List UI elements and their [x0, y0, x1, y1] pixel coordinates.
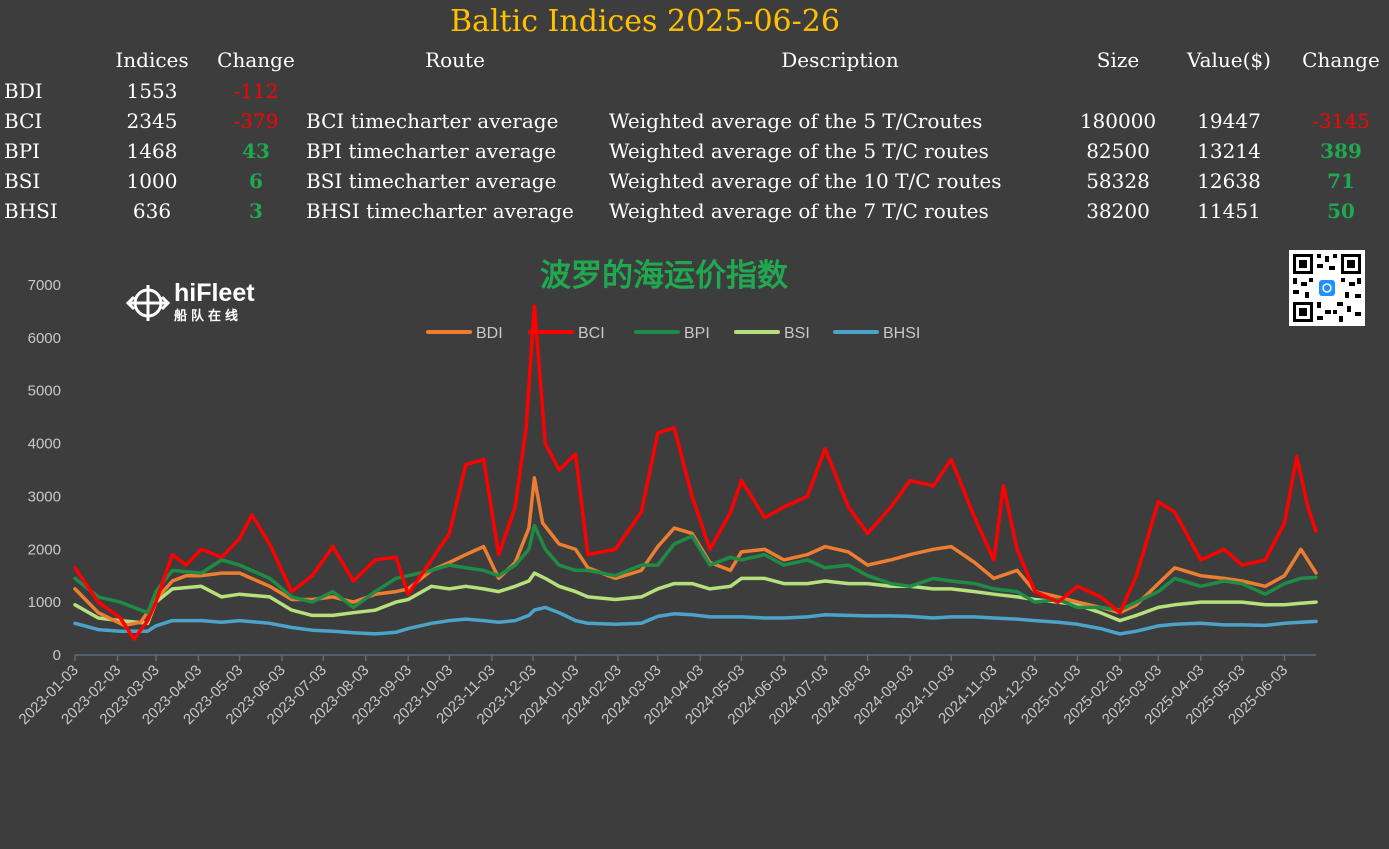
header-size: Size [1096, 48, 1140, 72]
y-tick-label: 1000 [28, 594, 61, 611]
y-tick-label: 2000 [28, 541, 61, 558]
series-line-bci [73, 304, 1318, 641]
cell-bhsi-description: Weighted average of the 7 T/C routes [609, 199, 989, 223]
cell-bsi-route: BSI timecharter average [306, 169, 557, 193]
cell-bhsi-size: 38200 [1086, 199, 1150, 223]
cell-bsi-value: 12638 [1197, 169, 1261, 193]
cell-bci-index: 2345 [126, 109, 178, 133]
cell-bpi-value: 13214 [1197, 139, 1261, 163]
header-description: Description [781, 48, 899, 72]
cell-bpi-change2: 389 [1320, 139, 1362, 163]
cell-bsi-change2: 71 [1327, 169, 1355, 193]
chart-title: 波罗的海运价指数 [540, 258, 788, 294]
cell-bsi-change: 6 [249, 169, 263, 193]
header-route: Route [425, 48, 485, 72]
logo-brand-text: hiFleet [174, 279, 255, 307]
page-title: Baltic Indices 2025-06-26 [450, 4, 840, 39]
cell-bdi-change: -112 [233, 79, 279, 103]
cell-bci-name: BCI [4, 109, 43, 133]
cell-bci-value: 19447 [1197, 109, 1261, 133]
y-tick-label: 3000 [28, 488, 61, 505]
cell-bci-description: Weighted average of the 5 T/Croutes [609, 109, 983, 133]
cell-bhsi-change2: 50 [1327, 199, 1355, 223]
cell-bci-size: 180000 [1079, 109, 1157, 133]
cell-bhsi-route: BHSI timecharter average [306, 199, 574, 223]
cell-bpi-size: 82500 [1086, 139, 1150, 163]
cell-bci-change: -379 [233, 109, 279, 133]
cell-bdi-name: BDI [4, 79, 43, 103]
cell-bdi-index: 1553 [126, 79, 178, 103]
series-line-bhsi [73, 605, 1318, 636]
cell-bci-change2: -3145 [1312, 109, 1370, 133]
chart: 0 1000 2000 3000 4000 5000 6000 7000 2023-01-03… [16, 258, 1318, 728]
legend-label-bhsi: BHSI [883, 325, 920, 342]
series-lines [73, 304, 1318, 641]
cell-bhsi-index: 636 [132, 199, 172, 223]
header-indices: Indices [115, 48, 189, 72]
hifleet-logo: hiFleet 船队在线 [126, 279, 266, 325]
header-value: Value($) [1187, 48, 1271, 72]
cell-bsi-size: 58328 [1086, 169, 1150, 193]
header-change-value: Change [1302, 48, 1380, 72]
cell-bsi-index: 1000 [126, 169, 178, 193]
y-tick-label: 0 [53, 647, 61, 664]
legend-label-bdi: BDI [476, 325, 503, 342]
logo-sub-text: 船队在线 [174, 309, 243, 324]
cell-bhsi-value: 11451 [1197, 199, 1261, 223]
cell-bpi-route: BPI timecharter average [306, 139, 557, 163]
cell-bpi-change: 43 [242, 139, 270, 163]
y-tick-label: 6000 [28, 330, 61, 347]
cell-bhsi-change: 3 [249, 199, 263, 223]
cell-bsi-description: Weighted average of the 10 T/C routes [609, 169, 1002, 193]
header-change: Change [217, 48, 295, 72]
x-axis: 2023-01-032023-02-032023-03-032023-04-03… [16, 654, 1316, 728]
series-line-bpi [73, 523, 1318, 615]
cell-bpi-description: Weighted average of the 5 T/C routes [609, 139, 989, 163]
cell-bsi-name: BSI [4, 169, 41, 193]
y-tick-label: 5000 [28, 383, 61, 400]
series-line-bdi [73, 476, 1318, 628]
hifleet-logo-icon [126, 285, 170, 321]
legend-label-bsi: BSI [784, 325, 810, 342]
series-line-bsi [73, 571, 1318, 626]
cell-bpi-index: 1468 [126, 139, 178, 163]
legend-label-bpi: BPI [684, 325, 710, 342]
y-tick-label: 4000 [28, 436, 61, 453]
qr-code-icon [1289, 250, 1365, 326]
cell-bpi-name: BPI [4, 139, 41, 163]
legend: BDI BCI BPI BSI BHSI [426, 325, 920, 342]
cell-bhsi-name: BHSI [4, 199, 58, 223]
legend-label-bci: BCI [578, 325, 605, 342]
y-axis: 0 1000 2000 3000 4000 5000 6000 7000 [28, 277, 61, 664]
y-tick-label: 7000 [28, 277, 61, 294]
cell-bci-route: BCI timecharter average [306, 109, 559, 133]
